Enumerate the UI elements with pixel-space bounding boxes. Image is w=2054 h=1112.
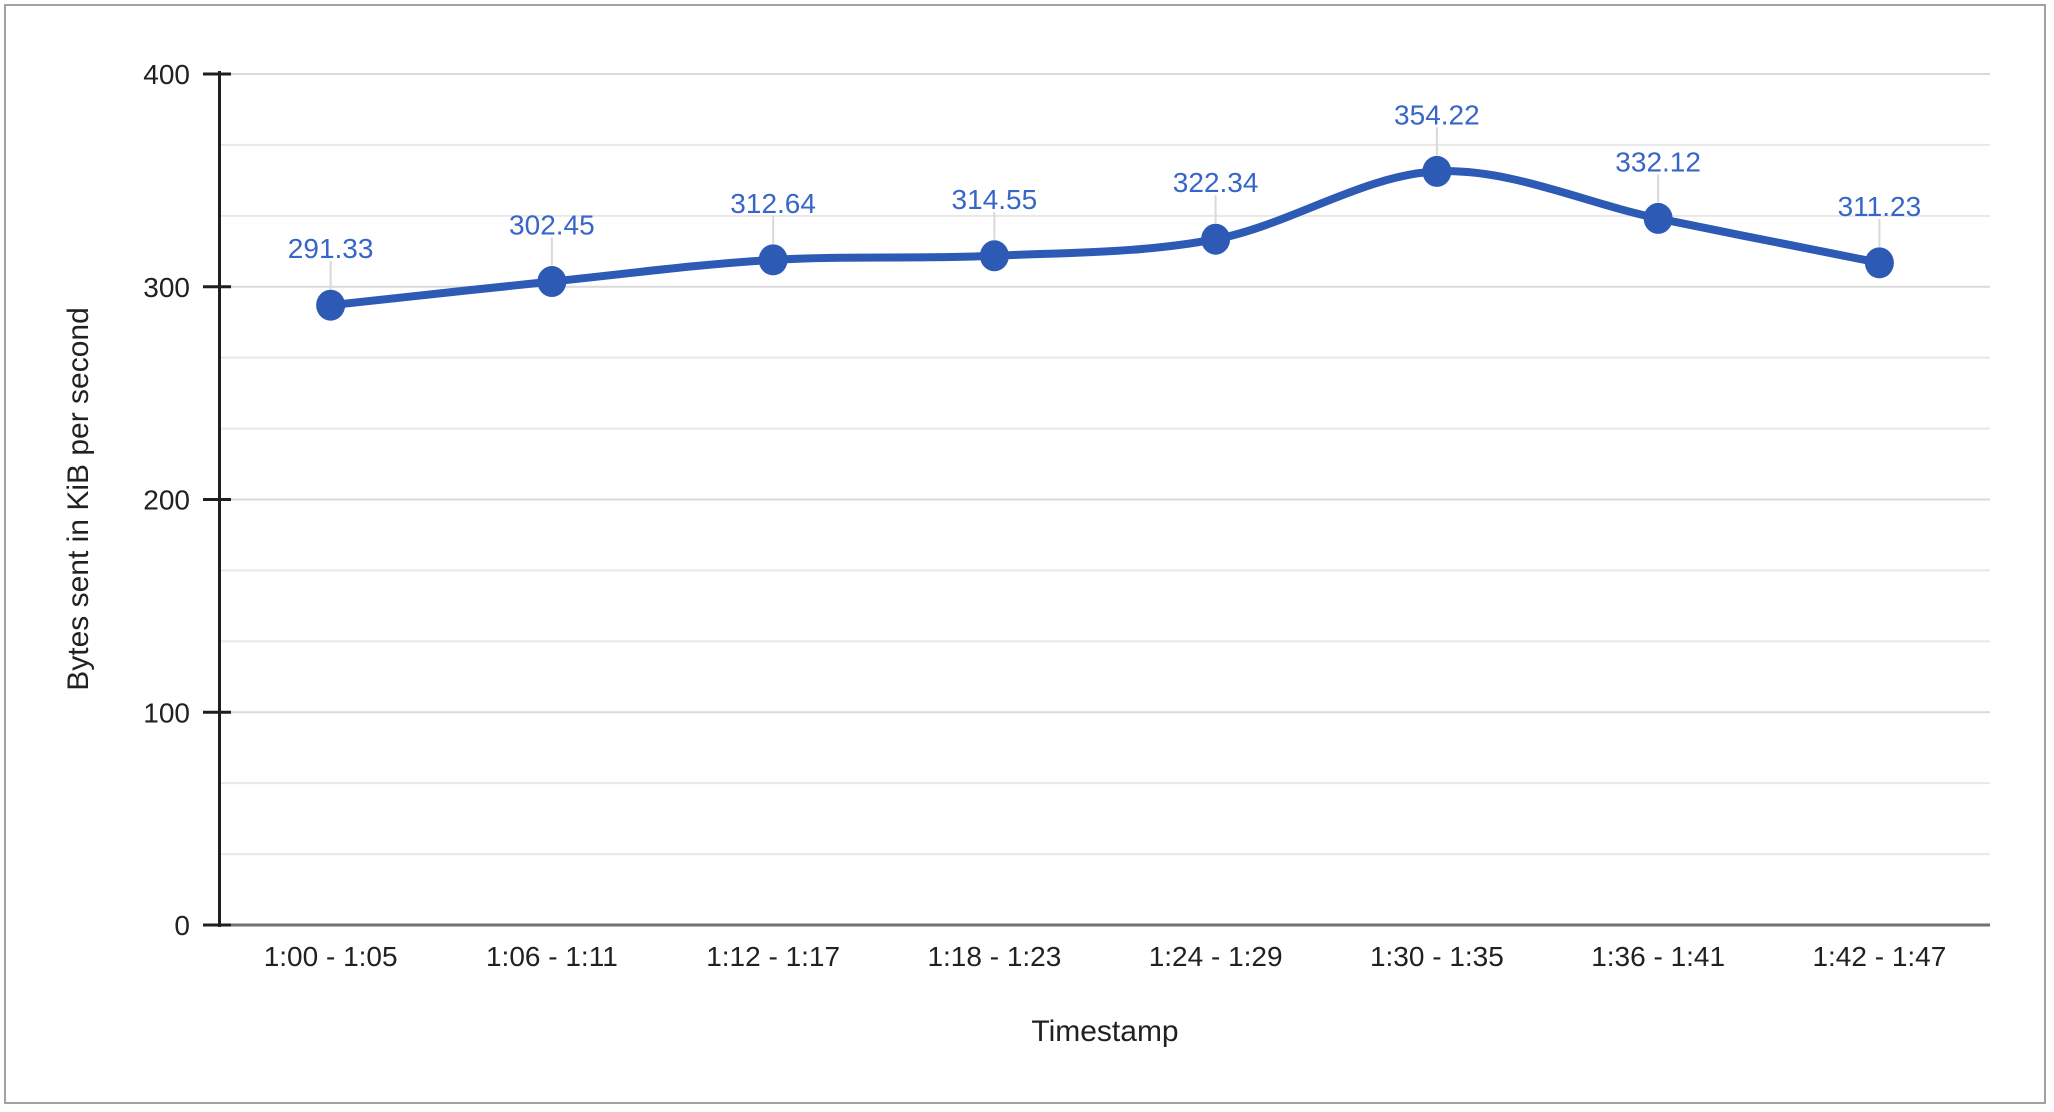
data-point-marker[interactable] (537, 266, 567, 298)
data-point-label: 312.64 (730, 188, 816, 219)
x-axis-category-label: 1:06 - 1:11 (486, 941, 618, 972)
x-axis-category-label: 1:42 - 1:47 (1812, 941, 1946, 972)
y-axis-tick-label: 200 (143, 485, 190, 516)
x-axis-title: Timestamp (1031, 1015, 1179, 1048)
y-axis-title: Bytes sent in KiB per second (62, 307, 95, 691)
x-axis-category-label: 1:12 - 1:17 (706, 941, 840, 972)
x-axis-category-label: 1:24 - 1:29 (1149, 941, 1283, 972)
data-point-marker[interactable] (758, 244, 788, 276)
y-axis-tick-label: 0 (174, 910, 190, 941)
data-point-marker[interactable] (979, 240, 1009, 272)
data-point-marker[interactable] (1201, 223, 1231, 255)
x-axis-category-label: 1:36 - 1:41 (1591, 941, 1725, 972)
data-point-marker[interactable] (1422, 155, 1452, 187)
data-point-marker[interactable] (1643, 202, 1673, 234)
data-point-marker[interactable] (316, 289, 346, 321)
series-line (326, 167, 1884, 310)
y-axis-tick-label: 400 (143, 59, 190, 90)
x-axis-category-label: 1:30 - 1:35 (1370, 941, 1504, 972)
data-point-marker[interactable] (1864, 247, 1894, 279)
data-point-label: 302.45 (509, 210, 595, 241)
x-axis-category-label: 1:00 - 1:05 (264, 941, 398, 972)
data-point-label: 322.34 (1173, 167, 1259, 198)
y-axis-tick-label: 300 (143, 272, 190, 303)
data-point-label: 291.33 (288, 233, 374, 264)
data-point-label: 314.55 (952, 184, 1038, 215)
y-axis-tick-label: 100 (143, 697, 190, 728)
data-point-label: 311.23 (1838, 191, 1922, 222)
data-point-label: 332.12 (1615, 146, 1701, 177)
data-point-label: 354.22 (1394, 99, 1480, 130)
x-axis-category-label: 1:18 - 1:23 (927, 941, 1061, 972)
